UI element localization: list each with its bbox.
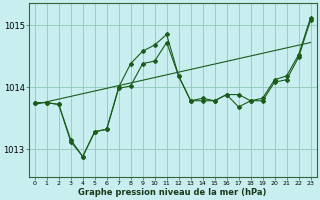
X-axis label: Graphe pression niveau de la mer (hPa): Graphe pression niveau de la mer (hPa) (78, 188, 267, 197)
